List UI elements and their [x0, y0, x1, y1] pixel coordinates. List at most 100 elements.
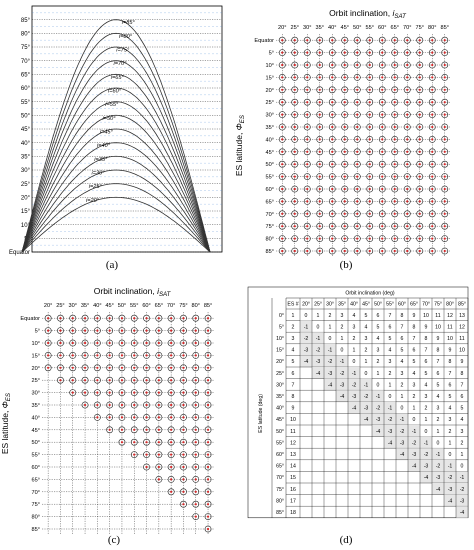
data-point-marker: [69, 389, 77, 396]
data-point-marker: [291, 86, 299, 94]
data-point-marker: [143, 339, 150, 347]
data-point-marker: [130, 314, 138, 322]
row-es-number: 3: [292, 336, 295, 342]
data-point-marker: [167, 376, 175, 384]
data-point-marker: [93, 364, 101, 372]
data-point-center: [120, 341, 124, 345]
data-point-center: [443, 76, 446, 79]
data-point-marker: [303, 36, 311, 44]
negative-cell-bg: [348, 367, 360, 379]
data-point-marker: [391, 210, 399, 218]
data-point-marker: [167, 475, 175, 483]
data-point-center: [145, 465, 148, 469]
data-point-marker: [403, 135, 411, 143]
data-point-marker: [106, 327, 114, 334]
data-point-marker: [93, 389, 101, 396]
data-point-marker: [57, 327, 64, 334]
data-point-marker: [155, 339, 163, 347]
data-point-marker: [403, 123, 411, 131]
data-point-center: [393, 51, 396, 54]
data-point-center: [206, 478, 210, 481]
data-point-center: [318, 113, 321, 116]
table-cell: -1: [460, 475, 465, 481]
data-point-marker: [341, 61, 349, 69]
inclination-curve: [21, 101, 211, 253]
row-es-number: 6: [292, 371, 295, 377]
data-point-center: [281, 163, 284, 166]
data-point-marker: [441, 135, 449, 143]
data-point-marker: [378, 135, 386, 143]
row-latitude: 5°: [279, 324, 284, 330]
data-point-center: [443, 150, 446, 153]
data-point-marker: [316, 123, 324, 131]
data-point-marker: [303, 160, 311, 168]
data-point-center: [343, 249, 346, 253]
data-point-center: [145, 317, 148, 320]
data-point-marker: [278, 222, 286, 230]
table-cell: 1: [449, 440, 452, 446]
data-point-center: [120, 441, 124, 444]
data-point-center: [157, 453, 160, 456]
data-point-center: [318, 63, 321, 67]
data-point-marker: [328, 160, 336, 168]
data-point-marker: [278, 210, 286, 218]
table-cell: 1: [317, 313, 320, 319]
data-point-marker: [291, 247, 299, 255]
row-latitude: 80°: [276, 498, 284, 504]
data-point-marker: [143, 413, 150, 421]
data-point-marker: [378, 49, 386, 56]
negative-cell-bg: [408, 459, 420, 472]
data-point-center: [443, 88, 446, 91]
data-point-center: [145, 441, 148, 444]
data-point-center: [306, 237, 309, 240]
data-point-marker: [180, 451, 187, 458]
data-point-center: [145, 403, 148, 407]
row-latitude: 65°: [276, 464, 284, 470]
data-point-center: [431, 175, 434, 178]
data-point-marker: [428, 36, 436, 44]
data-point-center: [318, 150, 321, 153]
data-point-marker: [57, 339, 64, 347]
row-latitude: 50°: [276, 429, 284, 435]
negative-cell-bg: [456, 483, 468, 495]
data-point-center: [368, 88, 371, 91]
data-point-marker: [106, 426, 114, 434]
table-cell: 3: [449, 417, 452, 423]
table-cell: -2: [448, 475, 453, 481]
negative-cell-bg: [336, 378, 348, 391]
data-point-center: [157, 428, 160, 431]
negative-cell-bg: [312, 343, 324, 356]
data-point-marker: [118, 413, 126, 421]
data-point-marker: [441, 36, 449, 44]
data-point-marker: [303, 148, 311, 156]
negative-cell-bg: [432, 448, 444, 460]
row-latitude: 35°: [276, 394, 284, 400]
data-point-center: [431, 200, 434, 203]
row-es-number: 16: [290, 487, 296, 493]
data-point-center: [381, 51, 384, 54]
data-point-marker: [143, 376, 150, 384]
data-point-center: [120, 416, 124, 419]
data-point-marker: [441, 185, 449, 193]
inclination-curve: [21, 19, 211, 253]
data-point-marker: [204, 438, 212, 446]
data-point-center: [293, 76, 296, 79]
data-point-marker: [167, 463, 175, 471]
data-point-center: [108, 403, 111, 407]
data-point-marker: [143, 438, 150, 446]
negative-cell-bg: [420, 436, 432, 449]
table-cell: 0: [389, 394, 392, 400]
data-point-marker: [366, 235, 374, 242]
data-point-marker: [44, 327, 52, 334]
data-point-center: [318, 39, 321, 42]
data-point-marker: [180, 314, 187, 322]
table-cell: -2: [364, 394, 369, 400]
data-point-center: [170, 416, 173, 419]
data-point-marker: [192, 327, 200, 334]
data-point-marker: [130, 339, 138, 347]
data-point-marker: [328, 222, 336, 230]
table-cell: 6: [425, 359, 428, 365]
data-point-center: [59, 317, 62, 320]
negative-cell-bg: [300, 355, 312, 367]
table-cell: 6: [449, 382, 452, 388]
